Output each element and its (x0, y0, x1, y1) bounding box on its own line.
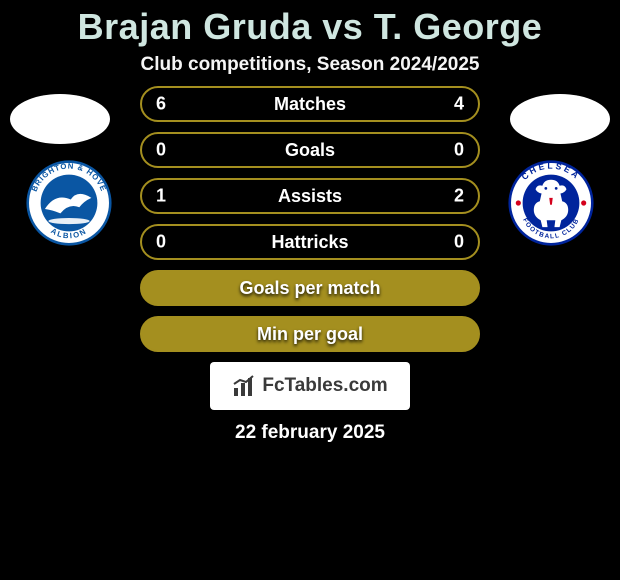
stat-value-left: 6 (156, 94, 166, 115)
chelsea-crest-icon: CHELSEA FOOTBALL CLUB (508, 160, 594, 246)
stat-value-left: 0 (156, 232, 166, 253)
page-subtitle: Club competitions, Season 2024/2025 (0, 54, 620, 76)
fctables-watermark: FcTables.com (210, 362, 410, 410)
stat-row: Goals per match (140, 270, 480, 306)
stat-value-right: 4 (454, 94, 464, 115)
page-title: Brajan Gruda vs T. George (0, 6, 620, 48)
stat-value-right: 0 (454, 140, 464, 161)
stat-row: 0 Hattricks 0 (140, 224, 480, 260)
stat-label: Hattricks (271, 232, 348, 253)
club-crest-left: BRIGHTON & HOVE ALBION (26, 160, 112, 246)
brighton-crest-icon: BRIGHTON & HOVE ALBION (26, 160, 112, 246)
stat-value-right: 2 (454, 186, 464, 207)
stat-label: Goals per match (239, 278, 380, 299)
player-photo-right (510, 94, 610, 144)
stat-value-left: 0 (156, 140, 166, 161)
fctables-text: FcTables.com (262, 375, 387, 397)
stat-row: 1 Assists 2 (140, 178, 480, 214)
stat-value-left: 1 (156, 186, 166, 207)
player-photo-left (10, 94, 110, 144)
stat-row: Min per goal (140, 316, 480, 352)
snapshot-date: 22 february 2025 (0, 422, 620, 444)
stat-row: 0 Goals 0 (140, 132, 480, 168)
stat-label: Min per goal (257, 324, 363, 345)
stat-label: Assists (278, 186, 342, 207)
stat-label: Matches (274, 94, 346, 115)
comparison-panel: BRIGHTON & HOVE ALBION CHELSEA (0, 86, 620, 444)
fctables-logo-icon (232, 374, 256, 398)
stat-value-right: 0 (454, 232, 464, 253)
club-crest-right: CHELSEA FOOTBALL CLUB (508, 160, 594, 246)
stat-label: Goals (285, 140, 335, 161)
stat-row: 6 Matches 4 (140, 86, 480, 122)
stat-rows: 6 Matches 4 0 Goals 0 1 Assists 2 0 Hattricks 0 Goal… (140, 86, 480, 352)
